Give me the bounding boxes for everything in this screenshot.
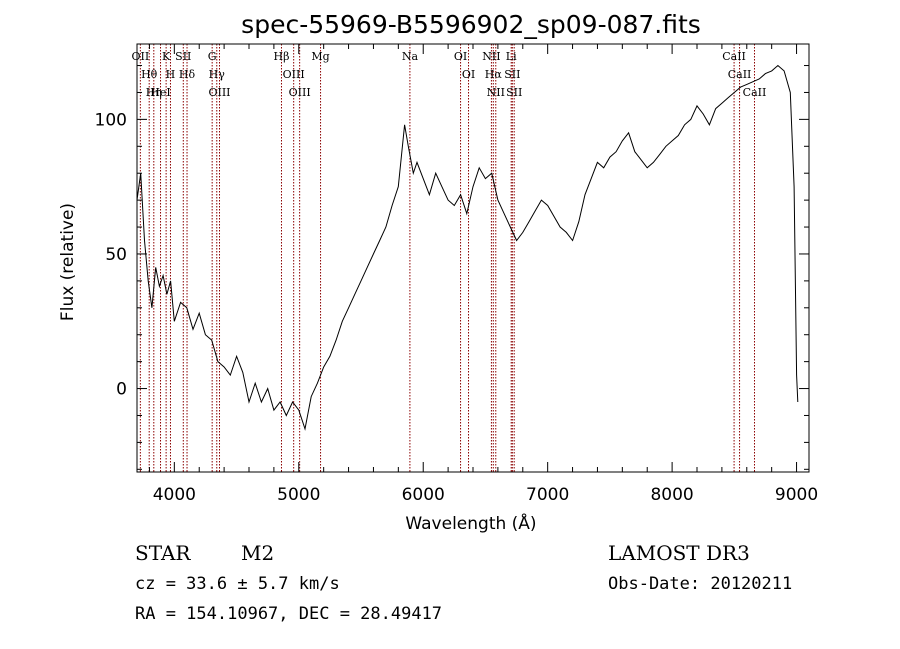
line-marker-label: NII (482, 50, 500, 63)
y-tick-label: 100 (95, 110, 127, 130)
chart-title: spec-55969-B5596902_sp09-087.fits (241, 10, 701, 39)
line-marker-label: Li (506, 50, 517, 63)
object-class: STAR (135, 541, 191, 565)
line-marker-label: Hα (485, 68, 503, 81)
line-markers (139, 44, 755, 472)
coordinates-readout: RA = 154.10967, DEC = 28.49417 (135, 604, 442, 624)
y-axis-ticks: 0 50 100 (95, 65, 809, 470)
line-marker-label: OII (132, 50, 150, 63)
x-tick-label: 8000 (650, 485, 693, 505)
y-axis-label: Flux (relative) (58, 203, 78, 321)
line-marker-label: Mg (311, 50, 329, 63)
line-marker-label: SII (175, 50, 191, 63)
line-marker-label: NII (487, 86, 505, 99)
line-marker-label: OI (462, 68, 475, 81)
line-marker-label: SII (504, 68, 520, 81)
observation-date: Obs-Date: 20120211 (608, 574, 792, 594)
x-tick-label: 6000 (402, 485, 445, 505)
line-marker-label: CaII (743, 86, 767, 99)
line-marker-label: OI (454, 50, 467, 63)
plot-frame (136, 43, 810, 473)
redshift-readout: cz = 33.6 ± 5.7 km/s (135, 574, 340, 594)
x-tick-label: 4000 (153, 485, 196, 505)
line-marker-label: CaII (728, 68, 752, 81)
line-marker-label: K (162, 50, 171, 63)
x-tick-label: 9000 (775, 485, 818, 505)
survey-name: LAMOST DR3 (608, 541, 750, 565)
y-tick-label: 50 (105, 245, 127, 265)
x-tick-label: 7000 (526, 485, 569, 505)
x-axis-ticks: 4000 5000 6000 7000 8000 9000 (148, 44, 818, 505)
x-tick-label: 5000 (277, 485, 320, 505)
line-marker-label: Hθ (141, 68, 158, 81)
y-tick-label: 0 (116, 380, 127, 400)
spectrum-series-line (136, 64, 799, 431)
line-marker-label: Hγ (209, 68, 226, 81)
line-marker-label: OIII (283, 68, 305, 81)
line-marker-label: OIII (208, 86, 230, 99)
line-marker-label: G (208, 50, 217, 63)
line-marker-label: Hβ (274, 50, 290, 63)
line-marker-label: Hη (146, 86, 162, 99)
line-marker-label: Hδ (179, 68, 196, 81)
x-axis-label: Wavelength (Å) (405, 512, 536, 534)
line-marker-label: SII (506, 86, 522, 99)
line-marker-label: CaII (722, 50, 746, 63)
line-marker-label: H (166, 68, 176, 81)
line-marker-label: OIII (289, 86, 311, 99)
object-subclass: M2 (241, 541, 274, 565)
line-marker-label: Na (402, 50, 419, 63)
line-marker-label: HeI (150, 86, 170, 99)
